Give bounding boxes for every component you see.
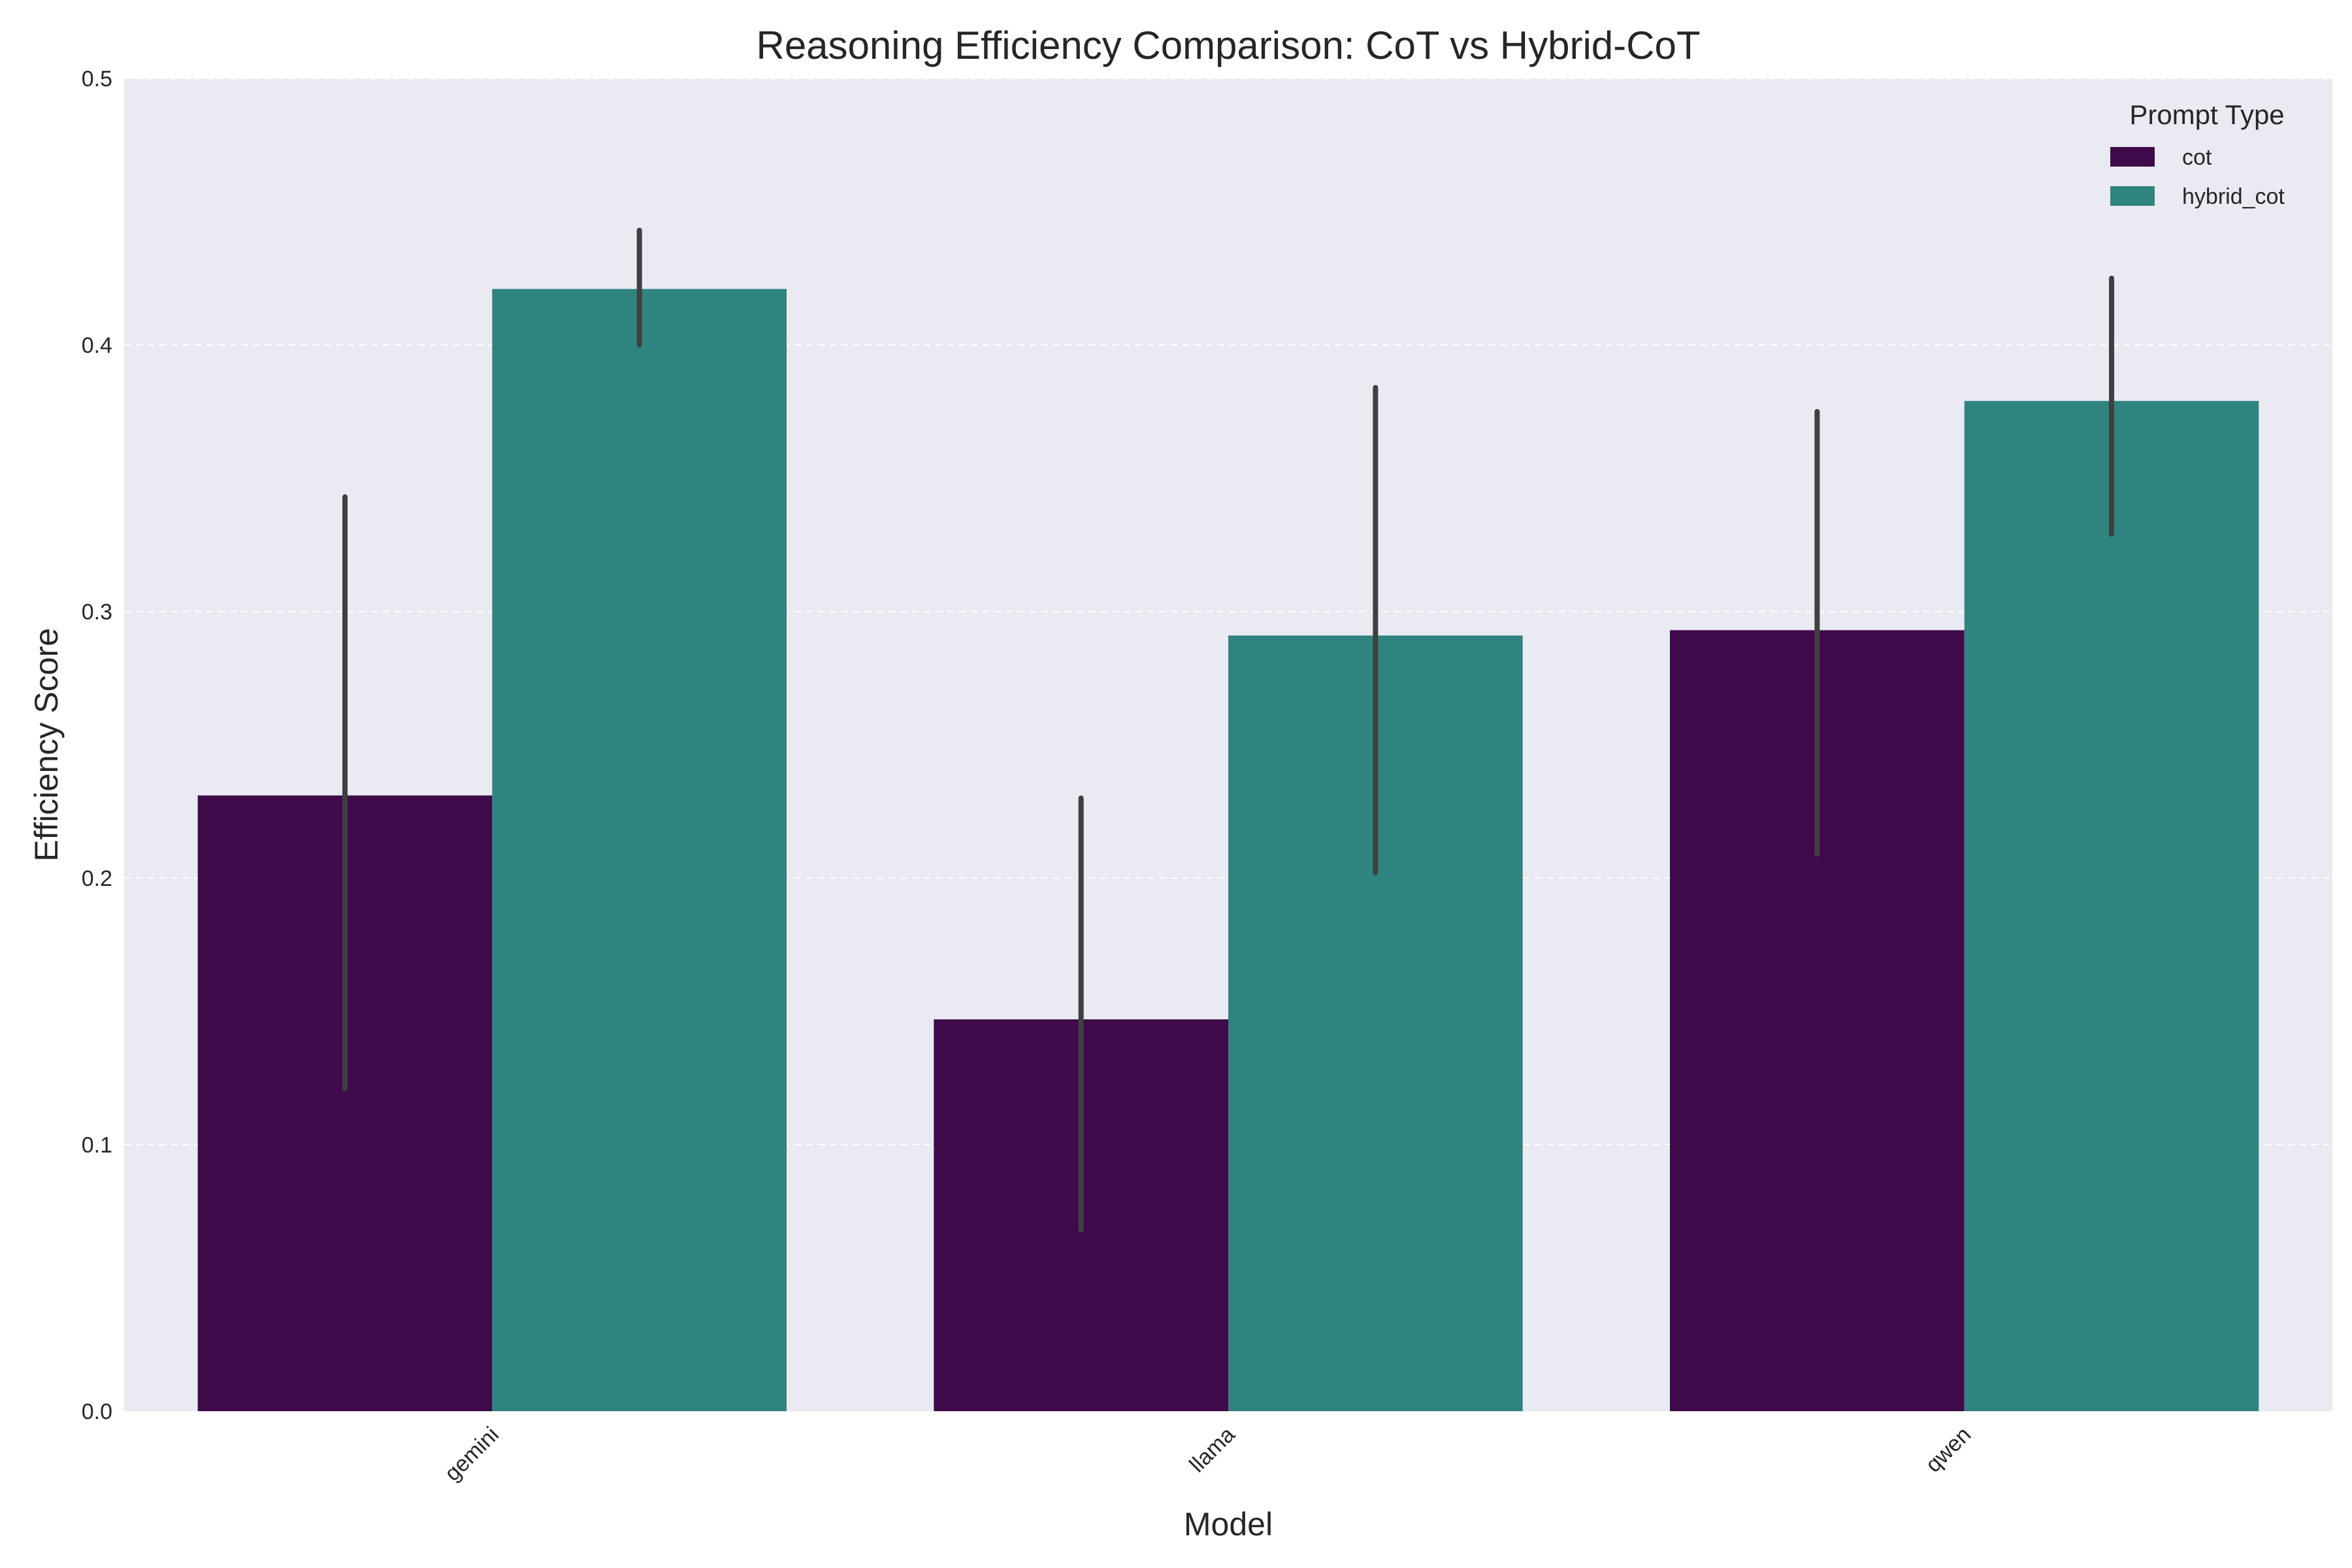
x-axis-label: Model [1184, 1506, 1273, 1543]
legend: Prompt Type cot hybrid_cot [2110, 99, 2285, 209]
y-tick-label: 0.5 [82, 67, 112, 91]
y-tick-label: 0.0 [82, 1399, 112, 1424]
error-bars [342, 227, 2114, 1233]
legend-title: Prompt Type [2129, 99, 2284, 130]
y-tick-label: 0.2 [82, 866, 112, 891]
y-tick-label: 0.1 [82, 1133, 112, 1158]
chart-title: Reasoning Efficiency Comparison: CoT vs … [756, 24, 1700, 67]
x-tick-label-qwen: qwen [1921, 1422, 1976, 1477]
y-tick-label: 0.3 [82, 600, 112, 625]
bar-hybrid-cot-qwen [1964, 400, 2259, 1412]
x-tick-labels: gemini llama qwen [440, 1422, 1976, 1486]
legend-label-cot: cot [2182, 145, 2212, 170]
bar-hybrid-cot-gemini [492, 289, 787, 1411]
x-tick-label-llama: llama [1184, 1422, 1239, 1477]
y-tick-label: 0.4 [82, 333, 112, 358]
legend-label-hybrid-cot: hybrid_cot [2182, 184, 2285, 209]
legend-swatch-cot [2110, 147, 2155, 167]
y-axis-label: Efficiency Score [28, 628, 65, 862]
y-tick-labels: 0.0 0.1 0.2 0.3 0.4 0.5 [82, 67, 112, 1424]
legend-swatch-hybrid-cot [2110, 186, 2155, 206]
x-tick-label-gemini: gemini [440, 1422, 504, 1486]
